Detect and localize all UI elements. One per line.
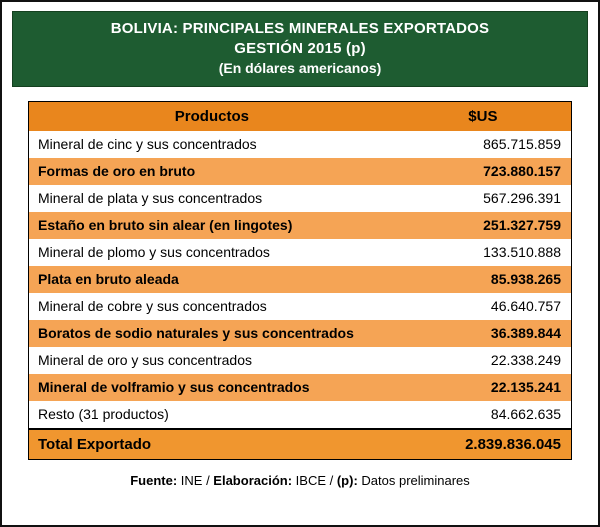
product-value: 84.662.635 [394,401,572,429]
product-name: Boratos de sodio naturales y sus concent… [28,320,395,347]
product-value: 251.327.759 [394,212,572,239]
product-name: Mineral de oro y sus concentrados [28,347,395,374]
source-label: Fuente: [130,473,178,488]
table-row: Mineral de cobre y sus concentrados 46.6… [28,293,572,320]
table-row: Mineral de plata y sus concentrados 567.… [28,185,572,212]
title-line-1: BOLIVIA: PRINCIPALES MINERALES EXPORTADO… [110,20,490,37]
table-row: Plata en bruto aleada 85.938.265 [28,266,572,293]
table-row: Mineral de plomo y sus concentrados 133.… [28,239,572,266]
column-header-us: $US [394,101,572,131]
product-value: 865.715.859 [394,131,572,158]
product-value: 85.938.265 [394,266,572,293]
title-line-2: GESTIÓN 2015 (p) [234,40,366,57]
product-value: 46.640.757 [394,293,572,320]
column-header-productos: Productos [28,101,395,131]
preliminary-text: Datos preliminares [357,473,470,488]
product-name: Mineral de plata y sus concentrados [28,185,395,212]
product-name: Estaño en bruto sin alear (en lingotes) [28,212,395,239]
product-value: 22.338.249 [394,347,572,374]
total-row: Total Exportado 2.839.836.045 [28,428,572,460]
total-label: Total Exportado [28,428,395,460]
minerals-table: Productos $US Mineral de cinc y sus conc… [28,101,572,460]
product-name: Formas de oro en bruto [28,158,395,185]
table-row: Formas de oro en bruto 723.880.157 [28,158,572,185]
elaboration-text: IBCE / [292,473,337,488]
table-row: Resto (31 productos) 84.662.635 [28,401,572,429]
product-value: 133.510.888 [394,239,572,266]
title-banner: BOLIVIA: PRINCIPALES MINERALES EXPORTADO… [12,11,588,87]
total-value: 2.839.836.045 [394,428,572,460]
source-note: Fuente: INE / Elaboración: IBCE / (p): D… [12,473,588,488]
product-value: 36.389.844 [394,320,572,347]
product-name: Mineral de cobre y sus concentrados [28,293,395,320]
product-name: Mineral de plomo y sus concentrados [28,239,395,266]
product-value: 567.296.391 [394,185,572,212]
preliminary-label: (p): [336,473,358,488]
table-row: Estaño en bruto sin alear (en lingotes) … [28,212,572,239]
table-row: Mineral de volframio y sus concentrados … [28,374,572,401]
source-text: INE / [177,473,214,488]
product-name: Plata en bruto aleada [28,266,395,293]
table-row: Mineral de cinc y sus concentrados 865.7… [28,131,572,158]
table-header-row: Productos $US [28,101,572,131]
product-value: 723.880.157 [394,158,572,185]
title-line-3: (En dólares americanos) [218,60,382,76]
elaboration-label: Elaboración: [213,473,293,488]
product-name: Mineral de cinc y sus concentrados [28,131,395,158]
table-row: Boratos de sodio naturales y sus concent… [28,320,572,347]
product-name: Mineral de volframio y sus concentrados [28,374,395,401]
product-name: Resto (31 productos) [28,401,395,429]
table-row: Mineral de oro y sus concentrados 22.338… [28,347,572,374]
product-value: 22.135.241 [394,374,572,401]
